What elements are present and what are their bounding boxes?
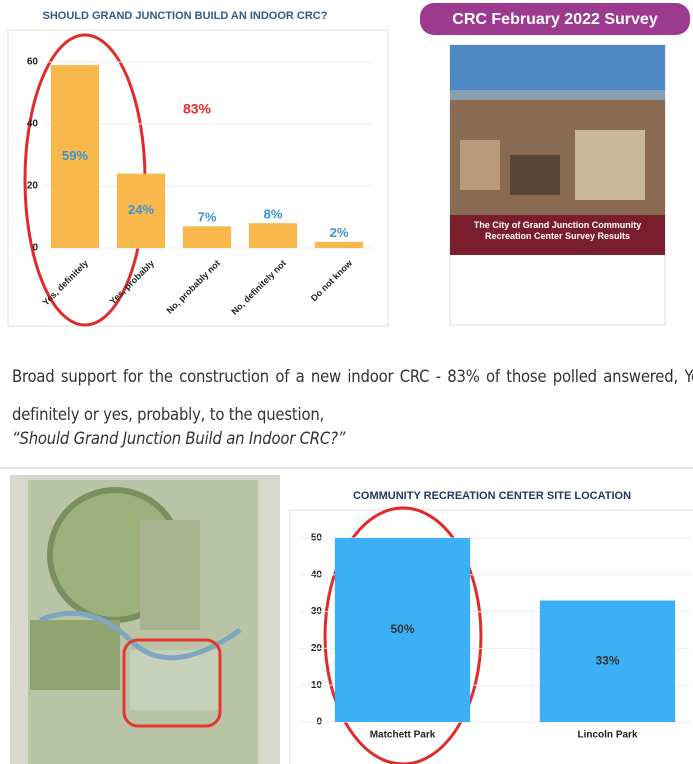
highlight bbox=[323, 506, 483, 764]
caption-text: Broad support for the construction of a … bbox=[12, 367, 693, 424]
data-label: 59% bbox=[62, 148, 88, 163]
data-label: 33% bbox=[595, 653, 619, 667]
caption-quote: “Should Grand Junction Build an Indoor C… bbox=[12, 429, 346, 448]
x-tick-label: Matchett Park bbox=[370, 730, 436, 741]
bar bbox=[182, 226, 232, 248]
data-label: 8% bbox=[264, 207, 283, 222]
report-cover: The City of Grand Junction Community Rec… bbox=[449, 44, 666, 326]
bar bbox=[248, 223, 298, 248]
annotation: 83% bbox=[183, 101, 212, 117]
data-label: 50% bbox=[390, 622, 414, 636]
cover-title: The City of Grand Junction Community Rec… bbox=[473, 220, 642, 241]
caption: Broad support for the construction of a … bbox=[12, 358, 693, 450]
badge-bg bbox=[420, 3, 690, 35]
bar bbox=[314, 241, 364, 248]
y-tick-label: 0 bbox=[32, 243, 38, 254]
bar bbox=[334, 538, 471, 722]
chart-title: COMMUNITY RECREATION CENTER SITE LOCATIO… bbox=[353, 490, 631, 502]
bar bbox=[116, 173, 166, 248]
y-tick-label: 20 bbox=[27, 181, 39, 192]
bar bbox=[50, 65, 100, 248]
badge: CRC February 2022 Survey bbox=[452, 11, 658, 28]
site-map bbox=[10, 475, 280, 764]
chart-title: SHOULD GRAND JUNCTION BUILD AN INDOOR CR… bbox=[43, 10, 328, 22]
bar bbox=[539, 600, 676, 722]
x-tick-label: Lincoln Park bbox=[577, 730, 637, 741]
data-label: 7% bbox=[198, 210, 217, 225]
data-label: 24% bbox=[128, 202, 154, 217]
y-tick-label: 40 bbox=[27, 119, 39, 130]
data-label: 2% bbox=[330, 225, 349, 240]
y-tick-label: 60 bbox=[27, 57, 39, 68]
